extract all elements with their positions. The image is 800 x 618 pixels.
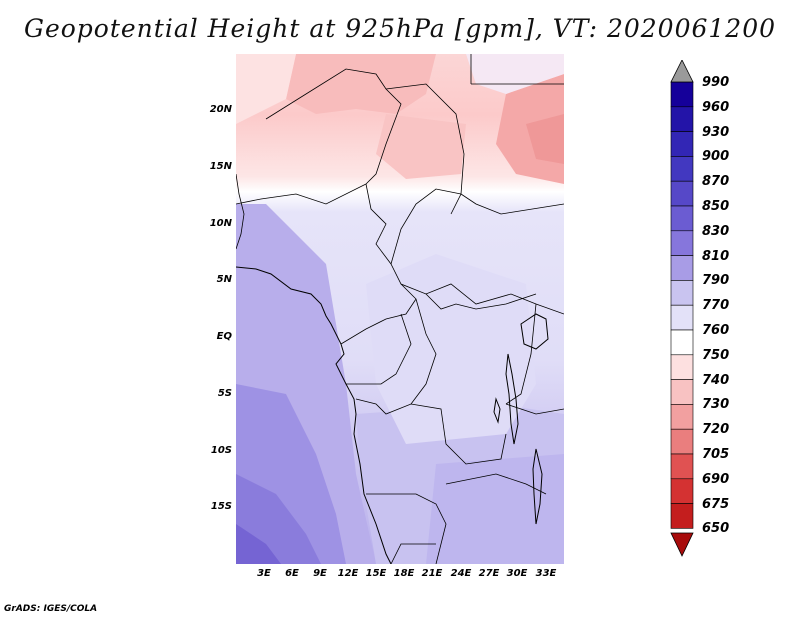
lon-tick-27e: 27E (478, 568, 500, 579)
colorbar-label-850: 850 (702, 199, 730, 214)
colorbar-label-990: 990 (702, 75, 730, 90)
colorbar-cell-720 (670, 428, 694, 455)
colorbar-label-750: 750 (702, 347, 730, 363)
field-north-high-2 (376, 114, 466, 179)
colorbar-cell-750 (670, 354, 694, 380)
coastline-northwest (235, 173, 245, 250)
colorbar-label-730: 730 (702, 397, 730, 413)
colorbar-label-790: 790 (702, 273, 730, 289)
lon-tick-30e: 30E (506, 568, 528, 579)
colorbar-cell-830 (670, 230, 694, 256)
lon-tick-3e: 3E (257, 568, 271, 579)
lakes (493, 313, 549, 525)
colorbar-label-760: 760 (702, 323, 730, 338)
colorbar-label-960: 960 (702, 99, 730, 115)
colorbar-cell-870 (670, 180, 694, 207)
colorbar-cell-675 (670, 503, 694, 529)
field-northwest (236, 54, 296, 124)
colorbar-label-870: 870 (702, 174, 730, 190)
colorbar-cell-730 (670, 404, 694, 430)
field-southeast (426, 454, 564, 564)
colorbar-cell-960 (670, 106, 694, 132)
colorbar-cell-705 (670, 453, 694, 480)
colorbar-cell-930 (670, 131, 694, 157)
colorbar-bottom-arrow (670, 532, 694, 557)
country-borders (235, 54, 565, 565)
lon-tick-9e: 9E (313, 568, 327, 579)
colorbar-label-705: 705 (702, 447, 730, 462)
lat-tick-20n: 20N (209, 104, 232, 115)
colorbar-cell-790 (670, 280, 694, 306)
colorbar-label-930: 930 (702, 124, 730, 140)
lon-tick-12e: 12E (337, 568, 359, 579)
colorbar-label-690: 690 (702, 471, 730, 487)
lat-tick-5s: 5S (217, 388, 232, 399)
colorbar-label-770: 770 (702, 298, 730, 314)
lon-tick-15e: 15E (365, 568, 387, 579)
colorbar-label-900: 900 (702, 149, 730, 165)
footer-credit: GrADS: IGES/COLA (4, 604, 98, 614)
field-central-basin (366, 254, 536, 444)
map-panel (235, 54, 565, 565)
colorbar-label-650: 650 (702, 521, 730, 537)
colorbar-cell-810 (670, 255, 694, 281)
lon-tick-21e: 21E (421, 568, 443, 579)
colorbar-cell-990 (670, 81, 694, 108)
lat-tick-5n: 5N (216, 274, 232, 285)
lon-tick-33e: 33E (535, 568, 557, 579)
field-northeast-peak (526, 114, 564, 164)
lat-tick-15s: 15S (210, 501, 232, 512)
map-svg (235, 54, 565, 565)
colorbar-label-720: 720 (702, 422, 730, 438)
colorbar-label-830: 830 (702, 223, 730, 239)
lon-tick-18e: 18E (393, 568, 415, 579)
field-southwest-peak (236, 524, 281, 564)
colorbar-top-arrow (670, 60, 694, 83)
lat-tick-10s: 10S (210, 445, 232, 456)
lon-tick-6e: 6E (285, 568, 299, 579)
field-north-high (286, 54, 436, 114)
colorbar-label-740: 740 (702, 372, 730, 388)
lon-tick-24e: 24E (450, 568, 472, 579)
colorbar-cell-770 (670, 304, 694, 331)
chart-title: Geopotential Height at 925hPa [gpm], VT:… (23, 14, 777, 43)
colorbar-label-810: 810 (702, 248, 730, 264)
lat-tick-15n: 15N (209, 161, 232, 172)
colorbar-label-675: 675 (702, 496, 730, 512)
lat-tick-eq: EQ (216, 331, 232, 342)
colorbar-cell-740 (670, 379, 694, 405)
colorbar (670, 60, 694, 557)
colorbar-cell-900 (670, 156, 694, 182)
coastline-west (235, 266, 392, 565)
lat-tick-10n: 10N (209, 218, 232, 229)
colorbar-cell-760 (670, 329, 694, 356)
colorbar-cell-690 (670, 478, 694, 504)
colorbar-cell-850 (670, 205, 694, 232)
